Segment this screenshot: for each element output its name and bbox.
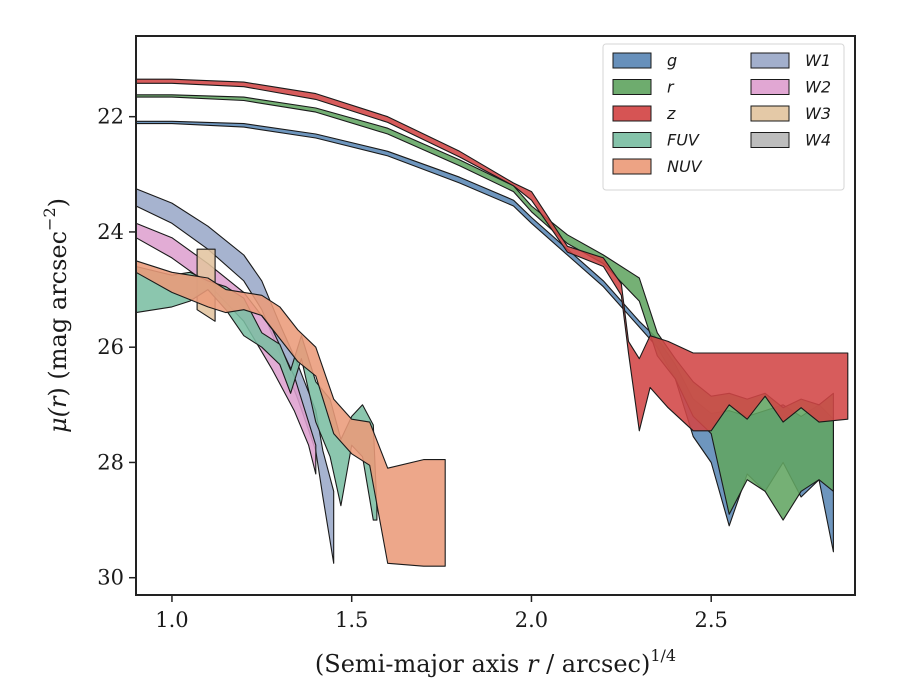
x-tick-label: 1.0 xyxy=(155,608,188,632)
legend-label-NUV: NUV xyxy=(667,157,703,176)
y-axis-label-close: ) xyxy=(44,198,72,207)
x-axis-label-prefix: (Semi-major axis xyxy=(315,650,527,678)
legend-label-g: g xyxy=(667,51,677,70)
legend-label-W1: W1 xyxy=(805,51,831,70)
legend-label-W3: W3 xyxy=(805,104,831,123)
x-axis-label-var: r xyxy=(527,650,540,678)
y-axis-label-exponent: −2 xyxy=(40,207,59,231)
legend-swatch-NUV xyxy=(612,158,652,175)
x-tick-label: 2.5 xyxy=(694,608,727,632)
legend-label-r: r xyxy=(667,78,675,97)
series-bands xyxy=(135,78,849,567)
legend-label-W4: W4 xyxy=(805,131,831,150)
x-axis-label-suffix: / arcsec) xyxy=(538,650,650,678)
legend-label-W2: W2 xyxy=(805,78,831,97)
y-tick-label: 22 xyxy=(97,105,124,129)
legend-swatch-W2 xyxy=(750,79,790,95)
plot-frame xyxy=(135,35,856,596)
y-axis-label-mu: μ( xyxy=(44,407,72,433)
y-axis: 22 24 26 28 30 xyxy=(97,105,136,590)
y-axis-label: μ(r) (mag arcsec−2) xyxy=(40,198,72,433)
legend-swatch-FUV xyxy=(612,132,652,148)
legend-label-FUV: FUV xyxy=(667,131,700,150)
y-tick-label: 30 xyxy=(97,566,124,590)
x-tick-label: 2.0 xyxy=(515,608,548,632)
legend-swatch-z xyxy=(612,105,652,122)
y-axis-label-var: r xyxy=(44,395,72,408)
series-band-FUV xyxy=(135,265,378,521)
x-axis-label-exponent: 1/4 xyxy=(650,646,676,665)
y-tick-label: 24 xyxy=(97,220,124,244)
legend-swatch-W4 xyxy=(750,132,790,148)
y-tick-label: 26 xyxy=(97,335,124,359)
series-band-g xyxy=(135,120,834,553)
x-tick-label: 1.5 xyxy=(335,608,368,632)
x-axis-label: (Semi-major axis r / arcsec)1/4 xyxy=(315,646,676,678)
x-axis: 1.0 1.5 2.0 2.5 xyxy=(155,595,728,632)
legend-swatch-r xyxy=(612,79,652,95)
legend-label-z: z xyxy=(666,104,676,123)
legend-swatch-W3 xyxy=(750,105,790,122)
legend-swatch-g xyxy=(612,52,652,69)
legend: grz FUV NUV W1 W2 W3 W4 xyxy=(602,43,845,191)
series-band-z xyxy=(135,78,849,432)
y-tick-label: 28 xyxy=(97,450,124,474)
legend-swatch-W1 xyxy=(750,52,790,69)
y-axis-label-rest: ) (mag arcsec xyxy=(44,231,72,397)
series-band-NUV xyxy=(135,260,446,567)
